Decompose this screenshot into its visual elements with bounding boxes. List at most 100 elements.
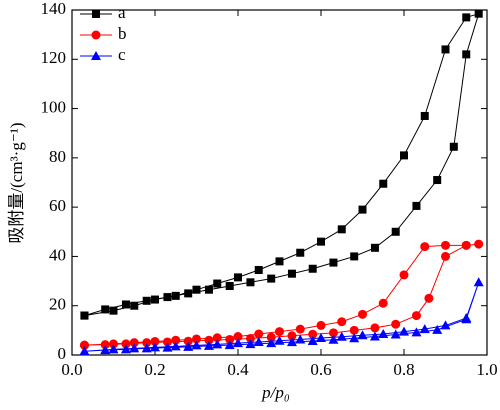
marker bbox=[391, 319, 401, 329]
legend-label: a bbox=[118, 3, 126, 22]
marker bbox=[233, 338, 243, 348]
marker bbox=[420, 242, 430, 252]
series-line bbox=[84, 12, 480, 317]
marker bbox=[162, 337, 172, 347]
marker bbox=[441, 45, 450, 54]
marker bbox=[225, 334, 235, 344]
marker bbox=[370, 323, 380, 333]
marker bbox=[424, 293, 434, 303]
marker bbox=[391, 227, 400, 236]
marker bbox=[400, 151, 408, 160]
marker bbox=[267, 274, 276, 283]
marker bbox=[449, 142, 458, 151]
marker bbox=[203, 340, 214, 350]
marker bbox=[399, 326, 409, 336]
marker bbox=[142, 296, 151, 305]
marker bbox=[287, 331, 297, 341]
marker bbox=[171, 291, 180, 300]
marker bbox=[473, 277, 484, 287]
marker bbox=[296, 248, 305, 257]
marker bbox=[213, 279, 222, 288]
marker bbox=[308, 264, 317, 273]
plot-frame bbox=[71, 9, 488, 356]
marker bbox=[121, 339, 131, 349]
marker bbox=[224, 340, 235, 350]
legend-label: c bbox=[118, 45, 126, 64]
marker bbox=[308, 329, 318, 339]
marker bbox=[234, 273, 242, 282]
legend-marker bbox=[91, 51, 101, 60]
marker bbox=[142, 338, 152, 348]
marker bbox=[108, 344, 119, 354]
marker bbox=[254, 329, 264, 339]
x-tick-label: 0.6 bbox=[310, 360, 331, 379]
marker bbox=[245, 333, 255, 343]
marker bbox=[274, 335, 285, 345]
marker bbox=[286, 337, 297, 347]
marker bbox=[337, 225, 346, 234]
marker bbox=[100, 340, 110, 350]
marker bbox=[441, 240, 450, 250]
marker bbox=[369, 331, 380, 341]
marker bbox=[191, 340, 202, 350]
y-tick-label: 20 bbox=[49, 295, 66, 314]
marker bbox=[370, 243, 379, 252]
marker bbox=[151, 295, 159, 304]
marker bbox=[121, 300, 130, 309]
marker bbox=[287, 269, 296, 278]
x-tick-label: 0.4 bbox=[227, 360, 249, 379]
marker bbox=[399, 270, 409, 280]
marker bbox=[171, 335, 181, 345]
marker bbox=[141, 343, 152, 353]
marker bbox=[150, 342, 160, 352]
marker bbox=[329, 258, 338, 267]
marker bbox=[79, 340, 89, 350]
y-tick-label: 120 bbox=[41, 48, 67, 67]
marker bbox=[204, 285, 213, 294]
marker bbox=[212, 339, 223, 349]
x-tick-label: 1.0 bbox=[476, 360, 497, 379]
legend-marker bbox=[91, 30, 101, 40]
marker bbox=[316, 320, 326, 330]
y-axis-label: 吸附量/(cm³·g⁻¹) bbox=[7, 122, 26, 243]
marker bbox=[390, 329, 401, 339]
marker bbox=[461, 313, 472, 323]
marker bbox=[295, 324, 305, 334]
marker bbox=[233, 332, 243, 342]
marker bbox=[212, 333, 222, 343]
marker bbox=[358, 309, 367, 319]
marker bbox=[120, 344, 131, 354]
marker bbox=[184, 289, 193, 298]
marker bbox=[170, 341, 181, 351]
y-tick-label: 0 bbox=[58, 344, 67, 363]
marker bbox=[101, 305, 110, 314]
marker bbox=[440, 320, 451, 330]
marker bbox=[461, 240, 471, 250]
marker bbox=[275, 257, 284, 266]
marker bbox=[183, 341, 194, 351]
marker bbox=[129, 343, 140, 353]
marker bbox=[412, 201, 421, 210]
marker bbox=[266, 338, 277, 348]
y-tick-label: 100 bbox=[41, 97, 67, 116]
marker bbox=[109, 339, 118, 349]
x-tick-label: 0.0 bbox=[61, 360, 82, 379]
marker bbox=[411, 327, 422, 337]
marker bbox=[225, 282, 234, 290]
marker bbox=[337, 317, 347, 327]
marker bbox=[328, 334, 339, 344]
marker bbox=[350, 252, 359, 261]
marker bbox=[328, 328, 338, 338]
marker bbox=[80, 311, 89, 320]
marker bbox=[246, 278, 255, 287]
marker bbox=[357, 330, 368, 340]
marker bbox=[462, 13, 471, 22]
marker bbox=[411, 311, 421, 321]
marker bbox=[379, 179, 388, 188]
legend-label: b bbox=[118, 24, 127, 43]
marker bbox=[79, 346, 90, 356]
marker bbox=[317, 237, 325, 246]
marker bbox=[462, 50, 471, 59]
marker bbox=[130, 301, 139, 310]
